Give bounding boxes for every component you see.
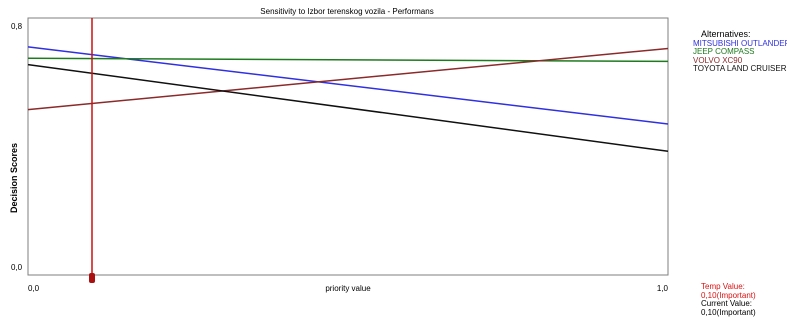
x-tick-label-left: 0,0 xyxy=(28,284,40,293)
y-tick-label-top: 0,8 xyxy=(11,22,23,31)
x-tick-label-right: 1,0 xyxy=(657,284,669,293)
series-line-jeep-compass xyxy=(27,57,669,63)
temp-value-label: Temp Value: xyxy=(701,282,745,291)
priority-marker-handle[interactable] xyxy=(89,273,95,283)
priority-values: Temp Value: 0,10(Important) Current Valu… xyxy=(701,282,756,317)
temp-value: 0,10(Important) xyxy=(701,290,756,300)
legend-item-jeep-compass: JEEP COMPASS xyxy=(693,47,755,56)
legend-item-volvo-xc90: VOLVO XC90 xyxy=(693,55,743,65)
series-layer xyxy=(27,46,669,153)
current-value: 0,10(Important) xyxy=(701,307,756,317)
series-line-mitsubishi-outlander xyxy=(27,46,669,125)
current-value-label: Current Value: xyxy=(701,299,752,308)
y-axis-label: Decision Scores xyxy=(9,143,19,213)
series-line-toyota-land-cruiser xyxy=(27,63,669,153)
series-line-volvo-xc90 xyxy=(27,47,669,111)
legend-item-toyota-land-cruiser: TOYOTA LAND CRUISER xyxy=(693,64,787,73)
chart-title: Sensitivity to Izbor terenskog vozila - … xyxy=(260,7,433,16)
plot-area xyxy=(27,17,669,276)
legend: Alternatives: MITSUBISHI OUTLANDER JEEP … xyxy=(693,30,787,74)
legend-item-mitsubishi-outlander: MITSUBISHI OUTLANDER xyxy=(693,38,787,48)
x-axis-label: priority value xyxy=(325,284,371,293)
y-tick-label-bottom: 0,0 xyxy=(11,263,23,272)
legend-title: Alternatives: xyxy=(701,29,751,39)
